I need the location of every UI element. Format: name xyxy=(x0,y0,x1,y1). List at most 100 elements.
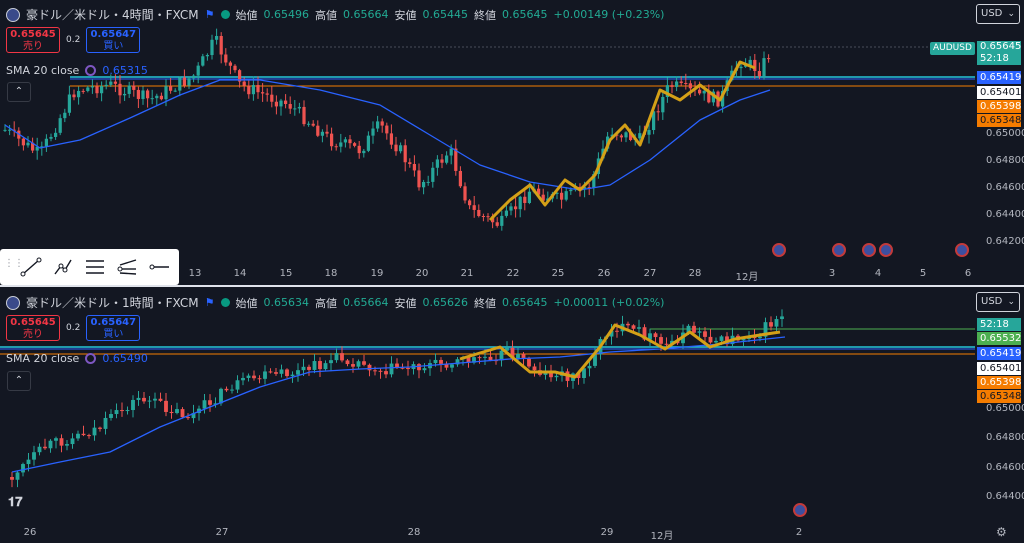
candle-body xyxy=(406,367,410,370)
close-key: 終値 xyxy=(474,8,496,22)
candle-body xyxy=(290,374,295,377)
candle-body xyxy=(242,81,246,86)
candle-body xyxy=(219,35,223,55)
candle-body xyxy=(702,90,706,94)
candle-body xyxy=(748,59,752,66)
sell-button[interactable]: 0.65645 売り xyxy=(6,315,60,341)
candle-body xyxy=(665,85,670,97)
candlestick-chart-1h[interactable] xyxy=(0,287,975,543)
candle-body xyxy=(307,366,311,370)
ray-icon[interactable] xyxy=(116,257,138,277)
candle-body xyxy=(642,327,647,340)
low-key: 安値 xyxy=(394,296,417,310)
flag-marker-icon[interactable]: ⚑ xyxy=(204,296,215,309)
candle-body xyxy=(466,356,471,363)
price-label-white: 0.65401 xyxy=(977,86,1021,99)
sma-legend-1h[interactable]: SMA 20 close 0.65490 xyxy=(6,352,148,365)
candle-body xyxy=(159,95,164,100)
candle-body xyxy=(90,86,95,88)
open-key: 始値 xyxy=(235,8,258,22)
horizontal-ray-icon[interactable] xyxy=(148,257,170,277)
buy-button[interactable]: 0.65647 買い xyxy=(86,315,141,341)
candle-body xyxy=(237,70,242,82)
candle-body xyxy=(720,90,725,107)
sell-button[interactable]: 0.65645 売り xyxy=(6,27,60,53)
chart-pane-4h[interactable]: 豪ドル／米ドル・4時間・FXCM ⚑ 始値 0.65496 高値 0.65664 安… xyxy=(0,0,1024,285)
time-axis-label: 3 xyxy=(828,268,836,279)
tradingview-logo-icon[interactable]: 𝟏𝟕 xyxy=(8,495,23,510)
close-value: 0.65645 xyxy=(502,296,548,309)
candle-body xyxy=(477,357,482,359)
settings-gear-icon[interactable]: ⚙ xyxy=(996,525,1007,539)
parallel-channel-icon[interactable] xyxy=(84,257,106,277)
high-value: 0.65664 xyxy=(343,8,389,21)
candle-body xyxy=(343,139,348,143)
candle-body xyxy=(208,400,212,405)
indicator-settings-icon[interactable] xyxy=(85,65,97,76)
candle-body xyxy=(122,93,127,96)
high-key: 高値 xyxy=(315,296,337,310)
candle-body xyxy=(362,361,366,365)
pane-divider[interactable] xyxy=(0,285,1024,287)
candle-body xyxy=(439,359,443,364)
candle-body xyxy=(58,118,62,133)
candle-body xyxy=(334,146,338,148)
drag-handle-icon[interactable]: ⋮⋮ xyxy=(4,258,24,269)
currency-select[interactable]: USD ⌄ xyxy=(976,4,1020,24)
candle-body xyxy=(26,142,30,146)
candle-body xyxy=(486,216,490,218)
candle-body xyxy=(624,132,628,138)
candle-body xyxy=(422,368,427,371)
candle-body xyxy=(274,101,279,107)
trend-line-icon[interactable] xyxy=(20,257,42,277)
candle-body xyxy=(21,138,26,146)
time-axis-label: 18 xyxy=(324,268,338,279)
collapse-legend-button[interactable]: ⌃ xyxy=(7,82,31,102)
candle-body xyxy=(81,433,86,436)
candle-body xyxy=(311,123,315,126)
candle-body xyxy=(356,361,361,367)
candle-body xyxy=(224,54,228,63)
australia-flag-icon[interactable] xyxy=(832,243,846,257)
candle-body xyxy=(48,440,53,449)
us-flag-icon[interactable] xyxy=(955,243,969,257)
fib-icon[interactable] xyxy=(52,257,74,277)
candle-body xyxy=(76,90,81,98)
candle-body xyxy=(431,167,435,182)
symbol-title[interactable]: 豪ドル／米ドル・4時間・FXCM xyxy=(26,8,199,22)
buy-button[interactable]: 0.65647 買い xyxy=(86,27,141,53)
candle-body xyxy=(131,399,135,411)
change-value: +0.00011 (+0.02%) xyxy=(553,296,665,309)
candle-body xyxy=(378,370,383,372)
candle-body xyxy=(325,131,329,134)
last-price: 0.65645 xyxy=(980,41,1022,52)
symbol-legend-1h: 豪ドル／米ドル・1時間・FXCM ⚑ 始値 0.65634 高値 0.65664 安… xyxy=(6,294,664,311)
candle-body xyxy=(132,85,136,90)
us-flag-icon[interactable] xyxy=(793,503,807,517)
candle-body xyxy=(664,343,669,345)
us-flag-icon[interactable] xyxy=(772,243,786,257)
axis-tick: 0.64600 xyxy=(986,182,1024,193)
australia-flag-icon[interactable] xyxy=(879,243,893,257)
candle-body xyxy=(549,370,553,378)
spread-value: 0.2 xyxy=(66,35,81,45)
candle-body xyxy=(306,123,311,125)
candle-body xyxy=(686,325,691,333)
us-flag-icon[interactable] xyxy=(862,243,876,257)
candle-body xyxy=(214,35,219,40)
chart-pane-1h[interactable]: 豪ドル／米ドル・1時間・FXCM ⚑ 始値 0.65634 高値 0.65664 安… xyxy=(0,287,1024,543)
currency-select[interactable]: USD ⌄ xyxy=(976,292,1020,312)
collapse-legend-button[interactable]: ⌃ xyxy=(7,371,31,391)
candle-body xyxy=(339,142,343,147)
sma-legend-4h[interactable]: SMA 20 close 0.65315 xyxy=(6,64,148,77)
indicator-settings-icon[interactable] xyxy=(85,353,97,364)
candle-body xyxy=(711,91,716,103)
candle-body xyxy=(43,446,47,449)
candle-body xyxy=(95,86,99,94)
flag-marker-icon[interactable]: ⚑ xyxy=(204,8,215,21)
time-axis-label: 2 xyxy=(795,527,803,538)
open-value: 0.65634 xyxy=(263,296,310,309)
candlestick-chart-4h[interactable] xyxy=(0,0,975,285)
candle-body xyxy=(247,85,251,95)
symbol-title[interactable]: 豪ドル／米ドル・1時間・FXCM xyxy=(26,296,199,310)
